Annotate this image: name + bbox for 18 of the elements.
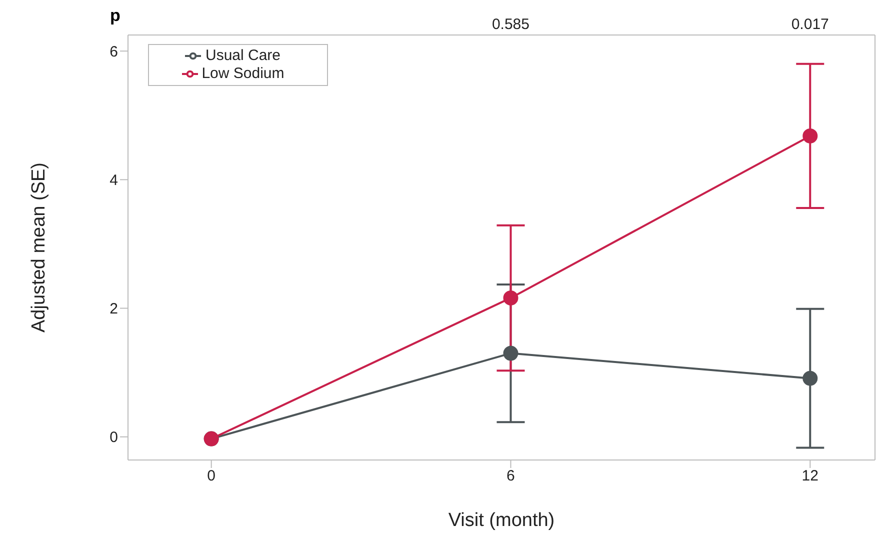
point (503, 290, 518, 306)
y-tick-label: 2 (110, 300, 118, 318)
legend-label: Usual Care (205, 47, 281, 64)
x-tick-label: 0 (207, 468, 216, 485)
point (802, 370, 818, 386)
x-axis-title: Visit (month) (448, 510, 555, 531)
y-tick-label: 0 (110, 429, 118, 446)
y-tick-label: 4 (110, 172, 118, 189)
x-tick-label: 12 (802, 468, 818, 485)
text: 0.017 (791, 16, 829, 33)
x-tick-label: 6 (506, 468, 515, 485)
point (503, 346, 518, 361)
legend-label: Low Sodium (202, 65, 284, 82)
text: 0.585 (492, 16, 530, 33)
y-axis-title: Adjusted mean (SE) (28, 162, 50, 333)
point (802, 128, 818, 144)
y-tick-label: 6 (110, 43, 118, 60)
text: p (110, 6, 120, 26)
